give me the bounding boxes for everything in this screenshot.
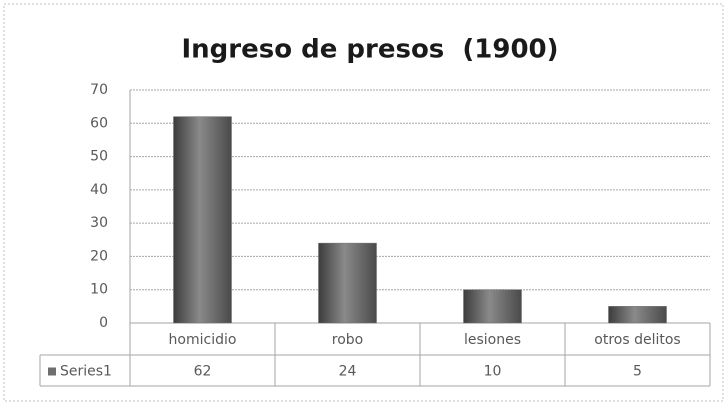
y-tick-label: 20: [90, 248, 108, 264]
bar: [318, 242, 377, 324]
table-value: 62: [194, 364, 212, 380]
bar: [463, 289, 522, 324]
y-tick-label: 10: [90, 282, 108, 298]
legend-swatch: [48, 367, 56, 376]
x-tick-label: otros delitos: [594, 332, 680, 348]
y-tick-label: 30: [90, 215, 108, 231]
table-value: 24: [339, 364, 357, 380]
y-tick-label: 60: [90, 115, 108, 131]
y-tick-label: 40: [90, 182, 108, 198]
y-tick-label: 70: [90, 82, 108, 98]
y-tick-label: 50: [90, 149, 108, 165]
table-value: 10: [484, 364, 502, 380]
bar: [173, 116, 232, 324]
x-tick-label: robo: [332, 332, 363, 348]
x-tick-label: lesiones: [464, 332, 521, 348]
chart-title: Ingreso de presos (1900): [181, 35, 558, 65]
chart-border: [3, 3, 724, 402]
x-tick-label: homicidio: [169, 332, 237, 348]
table-value: 5: [633, 364, 642, 380]
bar: [608, 306, 667, 324]
legend-label: Series1: [60, 364, 112, 380]
y-tick-label: 0: [99, 315, 108, 331]
